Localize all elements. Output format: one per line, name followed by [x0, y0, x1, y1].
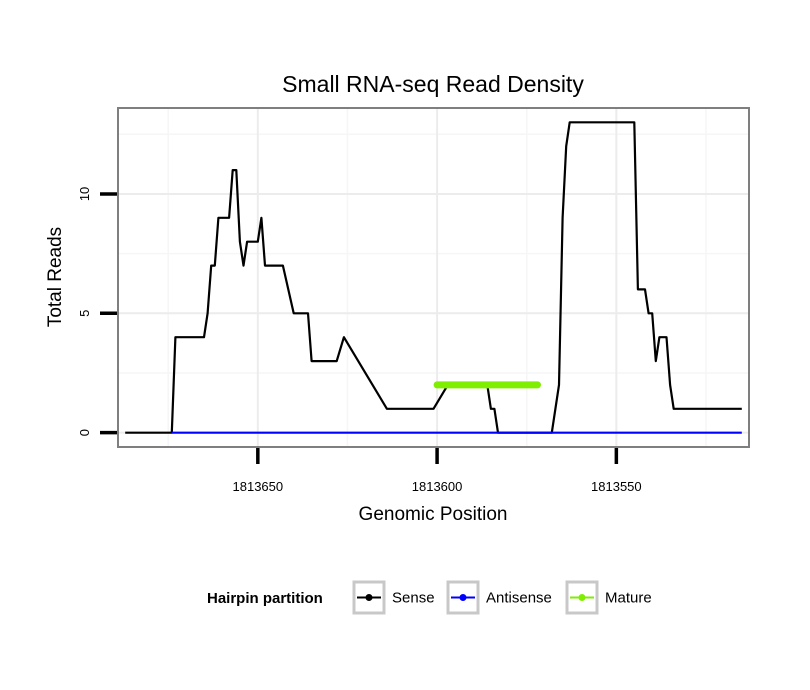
y-tick-label: 10 — [77, 187, 92, 201]
x-tick-label: 1813650 — [233, 479, 284, 494]
legend-item-antisense: Antisense — [446, 580, 552, 615]
axes: 1813650 1813600 1813550 0 5 10 — [77, 187, 642, 494]
legend-label: Antisense — [486, 590, 552, 607]
x-tick-label: 1813550 — [591, 479, 642, 494]
y-axis-label: Total Reads — [45, 227, 66, 327]
legend-key-point — [578, 594, 586, 601]
legend-item-sense: Sense — [352, 580, 435, 615]
chart-title: Small RNA-seq Read Density — [282, 71, 584, 97]
plot-panel — [118, 108, 749, 447]
legend-label: Sense — [392, 590, 435, 607]
legend-label: Mature — [605, 590, 652, 607]
y-tick-label: 0 — [77, 429, 92, 436]
legend-item-mature: Mature — [565, 580, 652, 615]
legend: Hairpin partition Sense Antisense Mature — [207, 580, 652, 615]
plot-border — [117, 107, 750, 448]
x-axis-label: Genomic Position — [359, 504, 508, 525]
legend-title: Hairpin partition — [207, 590, 323, 607]
legend-key-point — [459, 594, 467, 601]
x-tick-label: 1813600 — [412, 479, 463, 494]
y-tick-label: 5 — [77, 310, 92, 317]
series-lines — [125, 121, 742, 434]
legend-key-point — [365, 594, 373, 601]
